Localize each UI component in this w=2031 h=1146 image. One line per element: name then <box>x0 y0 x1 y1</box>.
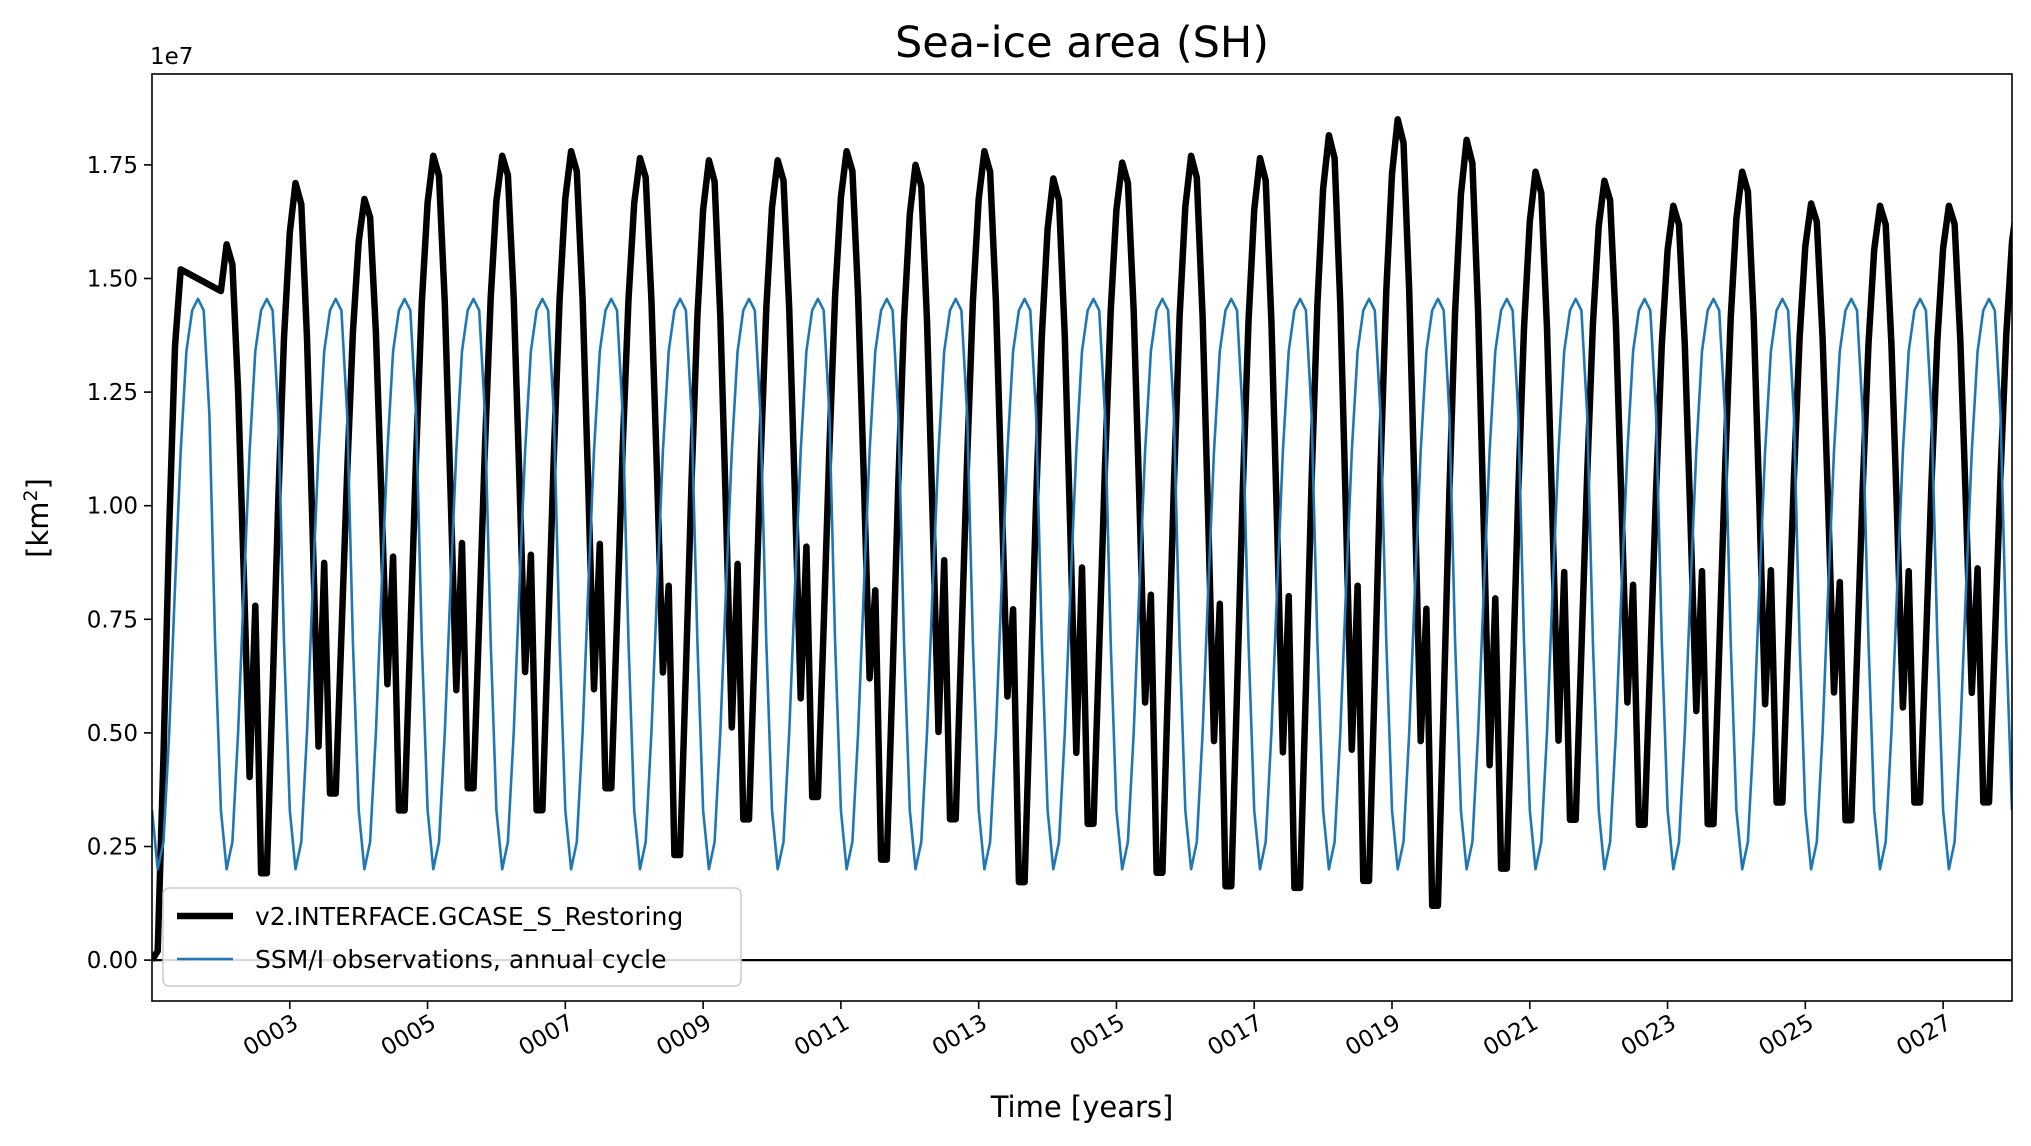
x-ticks: 0003 0005 0007 0009 0011 0013 0015 0017 0019 0021… <box>239 1001 1956 1061</box>
x-tick-label: 0007 <box>515 1010 579 1062</box>
legend-box <box>162 887 742 987</box>
y-tick-label: 0.00 <box>87 948 138 974</box>
series-line-observations <box>152 297 2012 871</box>
chart-title: Sea-ice area (SH) <box>895 18 1269 68</box>
x-tick-label: 0005 <box>377 1010 441 1062</box>
y-axis-label-main: [km <box>21 502 55 558</box>
plot-frame <box>151 73 2013 1002</box>
y-tick-label: 0.50 <box>87 721 138 747</box>
y-tick-label: 0.25 <box>87 835 138 861</box>
y-tick-label: 1.25 <box>87 380 138 406</box>
x-tick-label: 0027 <box>1892 1010 1956 1062</box>
y-tick-label: 1.50 <box>87 266 138 292</box>
x-tick-label: 0025 <box>1755 1010 1819 1062</box>
x-tick-label: 0013 <box>928 1010 992 1062</box>
y-axis-label-superscript: 2 <box>20 489 42 501</box>
y-offset-label: 1e7 <box>150 44 193 70</box>
y-ticks: 0.00 0.25 0.50 0.75 1.00 1.25 1.50 1.75 <box>87 153 152 974</box>
x-tick-label: 0021 <box>1479 1010 1543 1062</box>
x-tick-label: 0011 <box>790 1010 854 1062</box>
series-line-model <box>152 116 2012 962</box>
legend: v2.INTERFACE.GCASE_S_Restoring SSM/I obs… <box>162 887 742 987</box>
legend-label-model: v2.INTERFACE.GCASE_S_Restoring <box>255 902 683 931</box>
y-axis-label-suffix: ] <box>21 478 55 489</box>
x-tick-label: 0019 <box>1341 1010 1405 1062</box>
x-tick-label: 0023 <box>1617 1010 1681 1062</box>
plot-area <box>152 116 2012 962</box>
y-tick-label: 1.00 <box>87 494 138 520</box>
x-tick-label: 0003 <box>239 1010 303 1062</box>
y-tick-label: 1.75 <box>87 153 138 179</box>
y-axis-label: [km2] <box>20 478 55 558</box>
x-tick-label: 0015 <box>1066 1010 1130 1062</box>
x-axis-label: Time [years] <box>990 1090 1174 1124</box>
y-tick-label: 0.75 <box>87 607 138 633</box>
x-tick-label: 0017 <box>1204 1010 1268 1062</box>
x-tick-label: 0009 <box>652 1010 716 1062</box>
legend-label-observations: SSM/I observations, annual cycle <box>255 945 667 974</box>
